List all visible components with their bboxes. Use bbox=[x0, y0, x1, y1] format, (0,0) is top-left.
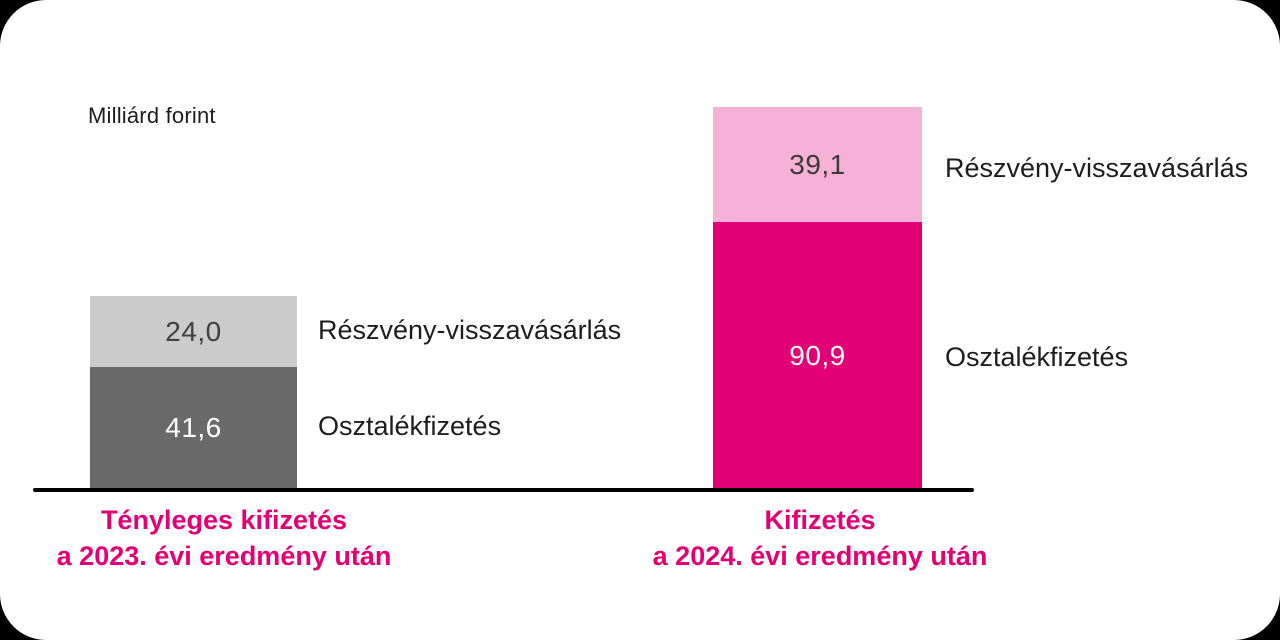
category-label-2024-line1: Kifizetés bbox=[764, 505, 876, 535]
bar-2023-segment-buyback: 24,0 bbox=[90, 296, 297, 367]
unit-label: Milliárd forint bbox=[88, 103, 216, 128]
value-label-2024-dividend: 90,9 bbox=[789, 339, 846, 371]
category-label-2023-line2: a 2023. évi eredmény után bbox=[56, 541, 392, 571]
series-label-2024-dividend: Osztalékfizetés bbox=[945, 342, 1129, 372]
series-label-2024-buyback: Részvény-visszavásárlás bbox=[945, 153, 1249, 183]
series-label-2023-buyback: Részvény-visszavásárlás bbox=[318, 315, 622, 345]
bar-2023: 24,0 41,6 bbox=[90, 296, 297, 489]
x-axis-baseline bbox=[33, 488, 974, 492]
category-label-2024: Kifizetés a 2024. évi eredmény után bbox=[600, 502, 1040, 574]
series-label-2023-dividend: Osztalékfizetés bbox=[318, 411, 502, 441]
bar-2024: 39,1 90,9 bbox=[713, 107, 922, 489]
category-label-2023: Tényleges kifizetés a 2023. évi eredmény… bbox=[14, 502, 434, 574]
bar-2024-segment-buyback: 39,1 bbox=[713, 107, 922, 222]
category-label-2024-line2: a 2024. évi eredmény után bbox=[652, 541, 988, 571]
bar-2024-segment-dividend: 90,9 bbox=[713, 222, 922, 489]
value-label-2023-dividend: 41,6 bbox=[165, 412, 222, 443]
category-label-2023-line1: Tényleges kifizetés bbox=[100, 505, 348, 535]
bar-2023-segment-dividend: 41,6 bbox=[90, 367, 297, 489]
value-label-2023-buyback: 24,0 bbox=[165, 315, 222, 347]
value-label-2024-buyback: 39,1 bbox=[789, 148, 846, 180]
